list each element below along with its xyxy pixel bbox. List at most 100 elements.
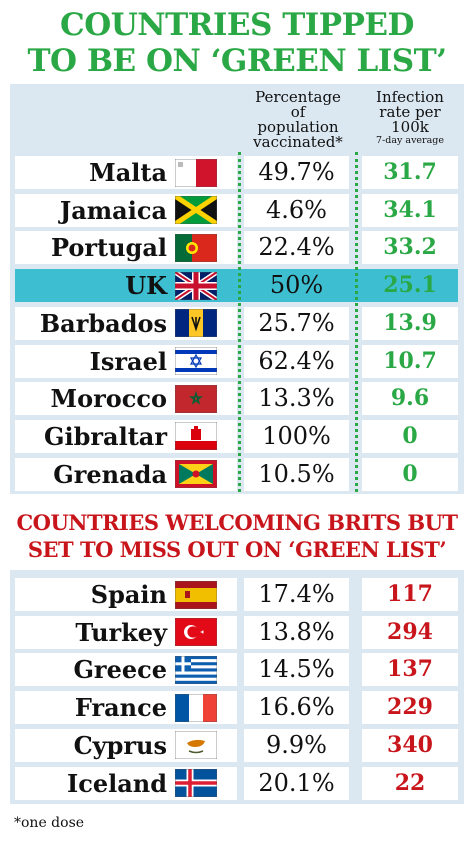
table-cell — [244, 615, 349, 649]
vaccinated-value: 4.6% — [266, 195, 327, 224]
table-cell — [362, 344, 458, 378]
table-cell — [362, 691, 458, 725]
country-name: Jamaica — [59, 195, 167, 225]
country-name: France — [74, 693, 167, 723]
table-cell — [244, 344, 349, 378]
infection-value: 10.7 — [383, 347, 437, 374]
country-name: Portugal — [50, 233, 167, 263]
country-name: UK — [125, 271, 167, 301]
gibraltar-flag — [174, 422, 218, 451]
table-cell — [362, 766, 458, 800]
country-name: Greece — [73, 655, 167, 685]
footnote: *one dose — [14, 815, 85, 831]
table-cell — [362, 193, 458, 227]
table-cell — [244, 193, 349, 227]
table-cell — [244, 306, 349, 340]
table-cell — [244, 691, 349, 725]
title-line-2: TO BE ON ‘GREEN LIST’ — [27, 43, 447, 79]
vaccinated-value: 16.6% — [258, 693, 335, 722]
table-cell — [362, 306, 458, 340]
vaccinated-header-line: of — [290, 103, 306, 121]
table-cell — [362, 231, 458, 265]
infection-header: Infection rate per 100k 7-day average — [362, 90, 458, 147]
infection-value: 340 — [387, 731, 433, 758]
table-cell — [244, 766, 349, 800]
israel-flag — [174, 346, 218, 376]
table-cell — [244, 382, 349, 416]
infection-value: 13.9 — [383, 309, 437, 336]
vaccinated-value: 13.3% — [258, 384, 335, 413]
country-name: Malta — [89, 158, 167, 187]
spain-flag — [174, 580, 218, 609]
infection-value: 9.6 — [390, 385, 430, 412]
subtitle-line-2: SET TO MISS OUT ON ‘GREEN LIST’ — [27, 537, 447, 562]
highlight-bar — [15, 269, 458, 303]
vaccinated-value: 13.8% — [258, 617, 335, 646]
infection-value: 117 — [387, 581, 433, 607]
infection-value: 137 — [387, 656, 433, 683]
table-cell — [244, 728, 349, 762]
country-name: Barbados — [39, 308, 167, 338]
infection-header-line: 100k — [391, 118, 429, 136]
vaccinated-value: 14.5% — [258, 655, 335, 684]
morocco-flag — [174, 384, 218, 413]
column-separator — [355, 152, 358, 492]
iceland-flag — [174, 768, 218, 798]
table-cell — [244, 419, 349, 453]
table-cell — [362, 382, 458, 416]
table-cell — [362, 728, 458, 762]
vaccinated-value: 22.4% — [258, 233, 335, 262]
country-name: Grenada — [53, 459, 167, 489]
infection-header-line: rate per — [379, 103, 441, 121]
vaccinated-header: Percentage of population vaccinated* — [246, 90, 350, 150]
vaccinated-value: 17.4% — [258, 580, 335, 608]
france-flag — [174, 693, 218, 722]
table-cell — [362, 419, 458, 453]
country-name: Iceland — [66, 768, 167, 798]
vaccinated-header-line: population — [257, 118, 339, 136]
table-cell — [362, 578, 458, 611]
cyprus-flag — [174, 730, 218, 760]
table-cell — [244, 156, 349, 189]
malta-flag — [174, 158, 218, 187]
table-cell — [362, 457, 458, 491]
country-name: Cyprus — [73, 730, 167, 760]
infection-value: 294 — [387, 618, 433, 645]
infection-value: 229 — [387, 694, 433, 721]
infection-header-note: 7-day average — [376, 135, 444, 146]
country-name: Spain — [90, 580, 167, 609]
jamaica-flag — [173, 194, 219, 227]
vaccinated-value: 100% — [262, 421, 331, 450]
vaccinated-value: 10.5% — [258, 459, 335, 488]
greece-flag — [174, 655, 218, 685]
country-name: Turkey — [75, 617, 167, 647]
vaccinated-value: 9.9% — [266, 730, 327, 759]
table-cell — [244, 231, 349, 265]
infection-value: 31.7 — [383, 159, 437, 185]
subtitle-line-1: COUNTRIES WELCOMING BRITS BUT — [16, 510, 458, 535]
vaccinated-value: 62.4% — [258, 346, 335, 375]
country-name: Gibraltar — [44, 421, 167, 451]
portugal-flag — [174, 233, 218, 263]
table-cell — [244, 457, 349, 491]
infection-value: 22 — [394, 769, 426, 796]
turkey-flag — [174, 617, 218, 647]
table-cell — [362, 615, 458, 649]
table-cell — [362, 156, 458, 189]
country-name: Israel — [89, 346, 167, 376]
vaccinated-value: 49.7% — [258, 158, 335, 186]
vaccinated-header-line: vaccinated* — [253, 133, 343, 151]
grenada-flag — [174, 459, 218, 489]
vaccinated-value: 50% — [269, 271, 324, 300]
infection-value: 0 — [402, 422, 418, 449]
uk-flag — [173, 269, 219, 302]
infection-value: 25.1 — [383, 272, 437, 299]
vaccinated-value: 25.7% — [258, 308, 335, 337]
vaccinated-header-line: Percentage — [255, 88, 341, 106]
barbados-flag — [174, 308, 218, 338]
country-name: Morocco — [50, 384, 167, 414]
table-cell — [362, 653, 458, 687]
column-separator — [238, 152, 241, 492]
table-cell — [244, 653, 349, 687]
